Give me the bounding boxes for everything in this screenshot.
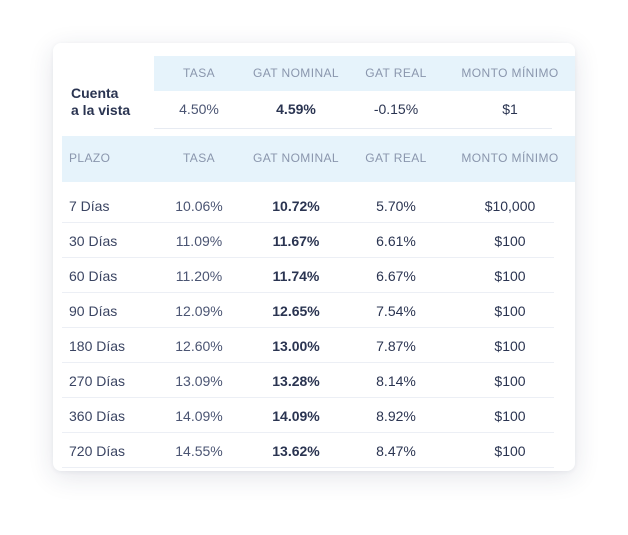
cuenta-vista-header-row: TASA GAT NOMINAL GAT REAL MONTO MÍNIMO bbox=[154, 56, 575, 91]
cell-plazo: 720 Días bbox=[69, 443, 126, 459]
header-monto-minimo: MONTO MÍNIMO bbox=[461, 66, 559, 80]
cell-tasa: 11.20% bbox=[175, 268, 223, 284]
cell-plazo: 60 Días bbox=[69, 268, 118, 284]
cell-plazo: 7 Días bbox=[69, 198, 110, 214]
table-row: 90 Días 12.09% 12.65% 7.54% $100 bbox=[62, 293, 554, 328]
cell-monto-minimo: $100 bbox=[494, 338, 526, 354]
cell-gat-real: 8.14% bbox=[376, 373, 416, 389]
vista-tasa: 4.50% bbox=[179, 101, 219, 117]
rates-card: TASA GAT NOMINAL GAT REAL MONTO MÍNIMO C… bbox=[53, 43, 575, 471]
cell-tasa: 11.09% bbox=[175, 233, 223, 249]
cell-monto-minimo: $100 bbox=[494, 233, 526, 249]
cell-gat-nominal: 11.67% bbox=[272, 233, 320, 249]
cell-gat-nominal: 13.28% bbox=[272, 373, 320, 389]
cell-plazo: 180 Días bbox=[69, 338, 126, 354]
cuenta-vista-label: Cuenta a la vista bbox=[71, 85, 130, 119]
header-gat-real: GAT REAL bbox=[365, 151, 427, 165]
vista-monto-minimo: $1 bbox=[502, 101, 518, 117]
cuenta-vista-values-row: 4.50% 4.59% -0.15% $1 bbox=[154, 91, 575, 127]
cuenta-vista-label-line2: a la vista bbox=[71, 102, 131, 118]
cell-gat-real: 8.47% bbox=[376, 443, 416, 459]
header-gat-nominal: GAT NOMINAL bbox=[253, 151, 339, 165]
table-row: 270 Días 13.09% 13.28% 8.14% $100 bbox=[62, 363, 554, 398]
cell-tasa: 12.60% bbox=[175, 338, 223, 354]
header-gat-nominal: GAT NOMINAL bbox=[253, 66, 339, 80]
cell-gat-real: 8.92% bbox=[376, 408, 416, 424]
cell-plazo: 90 Días bbox=[69, 303, 118, 319]
cell-tasa: 14.09% bbox=[175, 408, 223, 424]
cell-monto-minimo: $10,000 bbox=[484, 198, 536, 214]
plazos-header-row: PLAZO TASA GAT NOMINAL GAT REAL MONTO MÍ… bbox=[62, 136, 575, 182]
cell-plazo: 30 Días bbox=[69, 233, 118, 249]
cell-tasa: 12.09% bbox=[175, 303, 223, 319]
cell-gat-nominal: 11.74% bbox=[272, 268, 320, 284]
cell-gat-real: 6.67% bbox=[376, 268, 416, 284]
cell-gat-nominal: 10.72% bbox=[272, 198, 320, 214]
table-row: 30 Días 11.09% 11.67% 6.61% $100 bbox=[62, 223, 554, 258]
cell-monto-minimo: $100 bbox=[494, 268, 526, 284]
table-row: 7 Días 10.06% 10.72% 5.70% $10,000 bbox=[62, 188, 554, 223]
header-tasa: TASA bbox=[182, 151, 216, 165]
header-tasa: TASA bbox=[182, 66, 216, 80]
cell-monto-minimo: $100 bbox=[494, 303, 526, 319]
table-row: 180 Días 12.60% 13.00% 7.87% $100 bbox=[62, 328, 554, 363]
cell-plazo: 360 Días bbox=[69, 408, 126, 424]
cell-tasa: 10.06% bbox=[175, 198, 223, 214]
cell-gat-nominal: 13.00% bbox=[272, 338, 320, 354]
table-row: 60 Días 11.20% 11.74% 6.67% $100 bbox=[62, 258, 554, 293]
table-row: 360 Días 14.09% 14.09% 8.92% $100 bbox=[62, 398, 554, 433]
divider bbox=[154, 128, 552, 129]
cell-gat-real: 6.61% bbox=[376, 233, 416, 249]
cell-tasa: 14.55% bbox=[175, 443, 223, 459]
cell-plazo: 270 Días bbox=[69, 373, 126, 389]
vista-gat-nominal: 4.59% bbox=[276, 101, 316, 117]
header-plazo: PLAZO bbox=[69, 151, 111, 165]
cuenta-vista-label-line1: Cuenta bbox=[71, 85, 119, 101]
cell-gat-nominal: 12.65% bbox=[272, 303, 320, 319]
cell-monto-minimo: $100 bbox=[494, 443, 526, 459]
cell-tasa: 13.09% bbox=[175, 373, 223, 389]
cell-gat-real: 7.87% bbox=[376, 338, 416, 354]
header-monto-minimo: MONTO MÍNIMO bbox=[461, 151, 559, 165]
cell-gat-real: 7.54% bbox=[376, 303, 416, 319]
cell-gat-real: 5.70% bbox=[376, 198, 416, 214]
cell-gat-nominal: 14.09% bbox=[272, 408, 320, 424]
cell-gat-nominal: 13.62% bbox=[272, 443, 320, 459]
cell-monto-minimo: $100 bbox=[494, 408, 526, 424]
vista-gat-real: -0.15% bbox=[373, 101, 419, 117]
plazos-table-body: 7 Días 10.06% 10.72% 5.70% $10,000 30 Dí… bbox=[62, 188, 554, 468]
header-gat-real: GAT REAL bbox=[365, 66, 427, 80]
table-row: 720 Días 14.55% 13.62% 8.47% $100 bbox=[62, 433, 554, 468]
cell-monto-minimo: $100 bbox=[494, 373, 526, 389]
